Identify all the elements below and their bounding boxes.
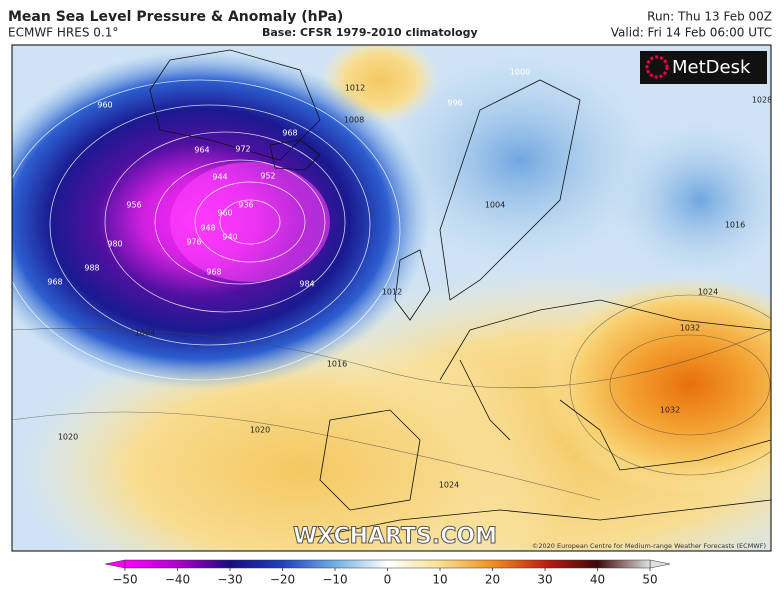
isobars [12, 79, 401, 381]
isobar-label: 968 [282, 129, 297, 138]
logo-icon [645, 55, 669, 79]
colorbar-tick-label: −10 [322, 573, 347, 587]
isobar-label: 960 [217, 209, 232, 218]
anomaly-negative [610, 120, 771, 280]
colorbar-tick-label: −40 [165, 573, 190, 587]
colorbar-tick-label: 30 [537, 573, 552, 587]
colorbar-tick-label: −50 [112, 573, 137, 587]
colorbar-tick-label: 40 [590, 573, 605, 587]
colorbar-max-arrow [649, 559, 671, 569]
isobar-label: 960 [97, 101, 112, 110]
coastlines [149, 49, 771, 541]
isobar-label: 948 [200, 224, 215, 233]
colorbar-scale [124, 559, 651, 569]
colorbar-min-arrow [104, 559, 126, 569]
map-frame [11, 44, 772, 552]
isobar-label: 968 [47, 278, 62, 287]
colorbar-tick-label: 0 [384, 573, 392, 587]
isobar-label: 976 [186, 238, 201, 247]
map: 960 964 972 944 936 952 960 940 948 956 968 976 968 9… [12, 45, 772, 551]
isobar-label: 1004 [135, 329, 155, 338]
run: Run: Thu 13 Feb 00Z [647, 10, 772, 24]
watermark: WXCHARTS.COM [293, 524, 497, 549]
valid: Valid: Fri 14 Feb 06:00 UTC [611, 26, 772, 40]
isobar-label: 1028 [752, 96, 772, 105]
title: Mean Sea Level Pressure & Anomaly (hPa) [8, 9, 343, 25]
colorbar-tick-label: −20 [270, 573, 295, 587]
model: ECMWF HRES 0.1° [8, 26, 118, 40]
isobar-label: 1020 [250, 426, 270, 435]
isobar-label: 988 [84, 264, 99, 273]
low-core [170, 162, 330, 282]
isobar-label: 952 [260, 172, 275, 181]
isobar-label: 1020 [58, 433, 78, 442]
isobar-label: 1000 [510, 68, 530, 77]
isobar-label: 940 [222, 233, 237, 242]
isobar-label: 996 [447, 99, 462, 108]
isobar-label: 944 [212, 173, 227, 182]
isobar-label: 1024 [698, 288, 718, 297]
isobar-label: 1012 [345, 84, 365, 93]
isobar-labels: 960 964 972 944 936 952 960 940 948 956 968 976 968 9… [47, 68, 772, 490]
isobar-label: 1004 [485, 201, 505, 210]
logo: MetDesk [672, 57, 751, 78]
credit: ©2020 European Centre for Medium-range W… [532, 542, 766, 550]
isobar-label: 936 [238, 201, 253, 210]
isobar-label: 980 [107, 240, 122, 249]
colorbar-tick-label: −30 [217, 573, 242, 587]
isobar-label: 1032 [680, 324, 700, 333]
base: Base: CFSR 1979-2010 climatology [262, 26, 478, 39]
isobar-label: 956 [126, 201, 141, 210]
isobar-label: 1008 [344, 116, 364, 125]
anomaly-negative [380, 50, 660, 270]
isobar-label: 1016 [725, 221, 745, 230]
isobar-label: 972 [235, 145, 250, 154]
colorbar: −50 −40 −30 −20 −10 0 10 20 30 40 50 [104, 559, 671, 587]
colorbar-tick-label: 20 [485, 573, 500, 587]
colorbar-tick-label: 50 [642, 573, 657, 587]
colorbar-tick-label: 10 [432, 573, 447, 587]
isobar-label: 1024 [439, 481, 459, 490]
anomaly-high [540, 275, 771, 495]
isobar-label: 1016 [327, 360, 347, 369]
isobar-label: 984 [299, 280, 314, 289]
isobar-label: 1012 [382, 288, 402, 297]
isobar-label: 1032 [660, 406, 680, 415]
isobar-label: 964 [194, 146, 209, 155]
isobar-label: 968 [206, 268, 221, 277]
isobars-outer [12, 294, 771, 501]
